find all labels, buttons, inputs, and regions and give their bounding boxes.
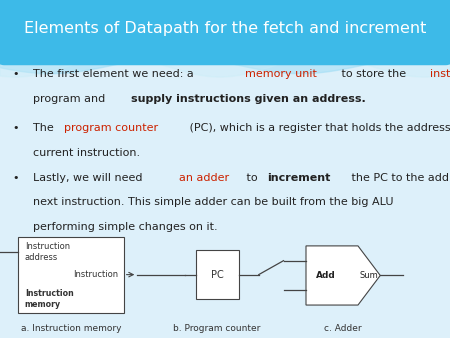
Text: Instruction
memory: Instruction memory: [25, 289, 73, 309]
FancyBboxPatch shape: [0, 0, 450, 65]
Text: current instruction.: current instruction.: [33, 148, 140, 158]
Text: Instruction: Instruction: [73, 270, 118, 279]
Text: program and: program and: [33, 94, 108, 104]
Text: The first element we need: a: The first element we need: a: [33, 69, 197, 79]
Text: memory unit: memory unit: [245, 69, 317, 79]
Text: Instruction
address: Instruction address: [25, 242, 70, 262]
Text: Add: Add: [316, 271, 336, 280]
Text: increment: increment: [267, 173, 330, 183]
Bar: [196, 250, 238, 299]
Text: an adder: an adder: [179, 173, 229, 183]
Text: c. Adder: c. Adder: [324, 324, 362, 334]
Polygon shape: [306, 246, 380, 305]
Text: instructions: instructions: [430, 69, 450, 79]
Text: a. Instruction memory: a. Instruction memory: [21, 324, 121, 334]
Text: Lastly, we will need: Lastly, we will need: [33, 173, 146, 183]
Text: The: The: [33, 123, 57, 134]
Text: next instruction. This simple adder can be built from the big ALU: next instruction. This simple adder can …: [33, 197, 393, 208]
Text: Sum: Sum: [360, 271, 378, 280]
Bar: [18, 237, 124, 313]
Text: •: •: [13, 123, 19, 134]
Text: (PC), which is a register that holds the address of the: (PC), which is a register that holds the…: [185, 123, 450, 134]
Text: b. Program counter: b. Program counter: [173, 324, 261, 334]
Text: PC: PC: [211, 270, 224, 280]
Text: to: to: [243, 173, 261, 183]
Text: •: •: [13, 69, 19, 79]
Text: the PC to the address of the: the PC to the address of the: [348, 173, 450, 183]
Text: program counter: program counter: [64, 123, 158, 134]
Text: supply instructions given an address.: supply instructions given an address.: [130, 94, 365, 104]
Text: performing simple changes on it.: performing simple changes on it.: [33, 222, 217, 232]
Text: •: •: [13, 173, 19, 183]
Text: to store the: to store the: [338, 69, 409, 79]
Text: Elements of Datapath for the fetch and increment: Elements of Datapath for the fetch and i…: [24, 21, 426, 36]
